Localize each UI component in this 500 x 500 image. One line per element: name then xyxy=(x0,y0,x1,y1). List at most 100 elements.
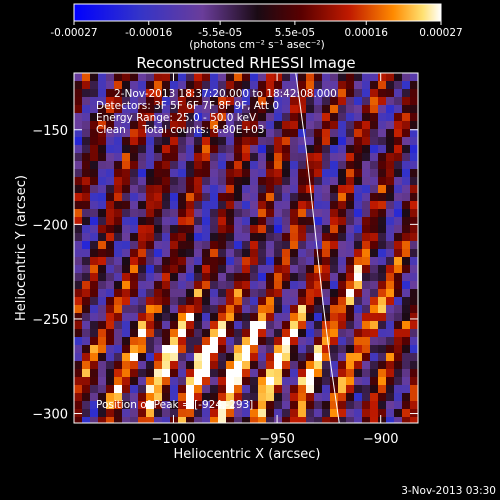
heatmap-cell xyxy=(258,361,266,369)
heatmap-cell xyxy=(154,193,162,201)
heatmap-cell xyxy=(226,177,234,185)
heatmap-cell xyxy=(378,313,386,321)
heatmap-cell xyxy=(378,361,386,369)
heatmap-cell xyxy=(266,289,274,297)
heatmap-cell xyxy=(354,353,362,361)
heatmap-cell xyxy=(162,377,170,385)
heatmap-cell xyxy=(266,313,274,321)
heatmap-cell xyxy=(290,361,298,369)
heatmap-cell xyxy=(314,393,322,401)
heatmap-cell xyxy=(306,225,314,233)
heatmap-cell xyxy=(218,185,226,193)
heatmap-cell xyxy=(410,377,418,385)
heatmap-cell xyxy=(314,137,322,145)
heatmap-cell xyxy=(114,153,122,161)
heatmap-cell xyxy=(370,257,378,265)
heatmap-cell xyxy=(282,89,290,97)
heatmap-cell xyxy=(346,353,354,361)
heatmap-cell xyxy=(178,409,186,417)
heatmap-cell xyxy=(282,385,290,393)
heatmap-cell xyxy=(290,321,298,329)
heatmap-cell xyxy=(138,73,146,81)
heatmap-cell xyxy=(410,177,418,185)
heatmap-cell xyxy=(130,249,138,257)
heatmap-cell xyxy=(298,417,306,423)
heatmap-cell xyxy=(322,137,330,145)
heatmap-cell xyxy=(354,369,362,377)
heatmap-cell xyxy=(346,177,354,185)
heatmap-cell xyxy=(386,161,394,169)
heatmap-cell xyxy=(98,121,106,129)
heatmap-cell xyxy=(122,281,130,289)
heatmap-cell xyxy=(410,401,418,409)
heatmap-cell xyxy=(370,241,378,249)
heatmap-cell xyxy=(290,129,298,137)
heatmap-cell xyxy=(122,97,130,105)
heatmap-cell xyxy=(378,73,386,81)
heatmap-cell xyxy=(234,193,242,201)
heatmap-cell xyxy=(298,345,306,353)
heatmap-cell xyxy=(226,241,234,249)
heatmap-cell xyxy=(122,161,130,169)
heatmap-cell xyxy=(394,265,402,273)
heatmap-cell xyxy=(226,265,234,273)
heatmap-cell xyxy=(258,73,266,81)
heatmap-cell xyxy=(122,81,130,89)
heatmap-cell xyxy=(346,281,354,289)
heatmap-cell xyxy=(322,225,330,233)
heatmap-cell xyxy=(106,369,114,377)
heatmap-cell xyxy=(178,73,186,81)
x-axis-label: Heliocentric X (arcsec) xyxy=(174,447,321,462)
heatmap-cell xyxy=(186,161,194,169)
heatmap-cell xyxy=(170,321,178,329)
heatmap-cell xyxy=(258,417,266,423)
heatmap-cell xyxy=(402,241,410,249)
heatmap-cell xyxy=(162,129,170,137)
heatmap-cell xyxy=(354,201,362,209)
heatmap-cell xyxy=(330,201,338,209)
heatmap-cell xyxy=(194,329,202,337)
heatmap-cell xyxy=(290,113,298,121)
heatmap-cell xyxy=(298,393,306,401)
heatmap-cell xyxy=(282,209,290,217)
heatmap-cell xyxy=(210,265,218,273)
heatmap-cell xyxy=(394,345,402,353)
heatmap-cell xyxy=(218,81,226,89)
heatmap-cell xyxy=(74,73,82,81)
heatmap-cell xyxy=(202,145,210,153)
heatmap-cell xyxy=(82,393,90,401)
heatmap-cell xyxy=(146,401,154,409)
heatmap-cell xyxy=(370,305,378,313)
heatmap-cell xyxy=(394,313,402,321)
heatmap-cell xyxy=(90,361,98,369)
heatmap-cell xyxy=(114,113,122,121)
heatmap-cell xyxy=(410,409,418,417)
heatmap-cell xyxy=(82,129,90,137)
heatmap-cell xyxy=(282,377,290,385)
heatmap-cell xyxy=(306,297,314,305)
heatmap-cell xyxy=(234,297,242,305)
heatmap-cell xyxy=(330,321,338,329)
heatmap-cell xyxy=(274,417,282,423)
heatmap-cell xyxy=(210,209,218,217)
heatmap-cell xyxy=(258,145,266,153)
heatmap-cell xyxy=(402,393,410,401)
heatmap-cell xyxy=(330,153,338,161)
heatmap-cell xyxy=(130,257,138,265)
heatmap-cell xyxy=(266,217,274,225)
heatmap-cell xyxy=(162,89,170,97)
heatmap-cell xyxy=(122,225,130,233)
heatmap-cell xyxy=(154,177,162,185)
heatmap-cell xyxy=(98,217,106,225)
heatmap-cell xyxy=(274,225,282,233)
heatmap-cell xyxy=(106,73,114,81)
heatmap-cell xyxy=(282,313,290,321)
heatmap-cell xyxy=(74,81,82,89)
heatmap-cell xyxy=(146,233,154,241)
heatmap-cell xyxy=(90,241,98,249)
heatmap-cell xyxy=(346,89,354,97)
heatmap-cell xyxy=(322,105,330,113)
heatmap-cell xyxy=(218,409,226,417)
heatmap-cell xyxy=(170,409,178,417)
heatmap-cell xyxy=(346,169,354,177)
